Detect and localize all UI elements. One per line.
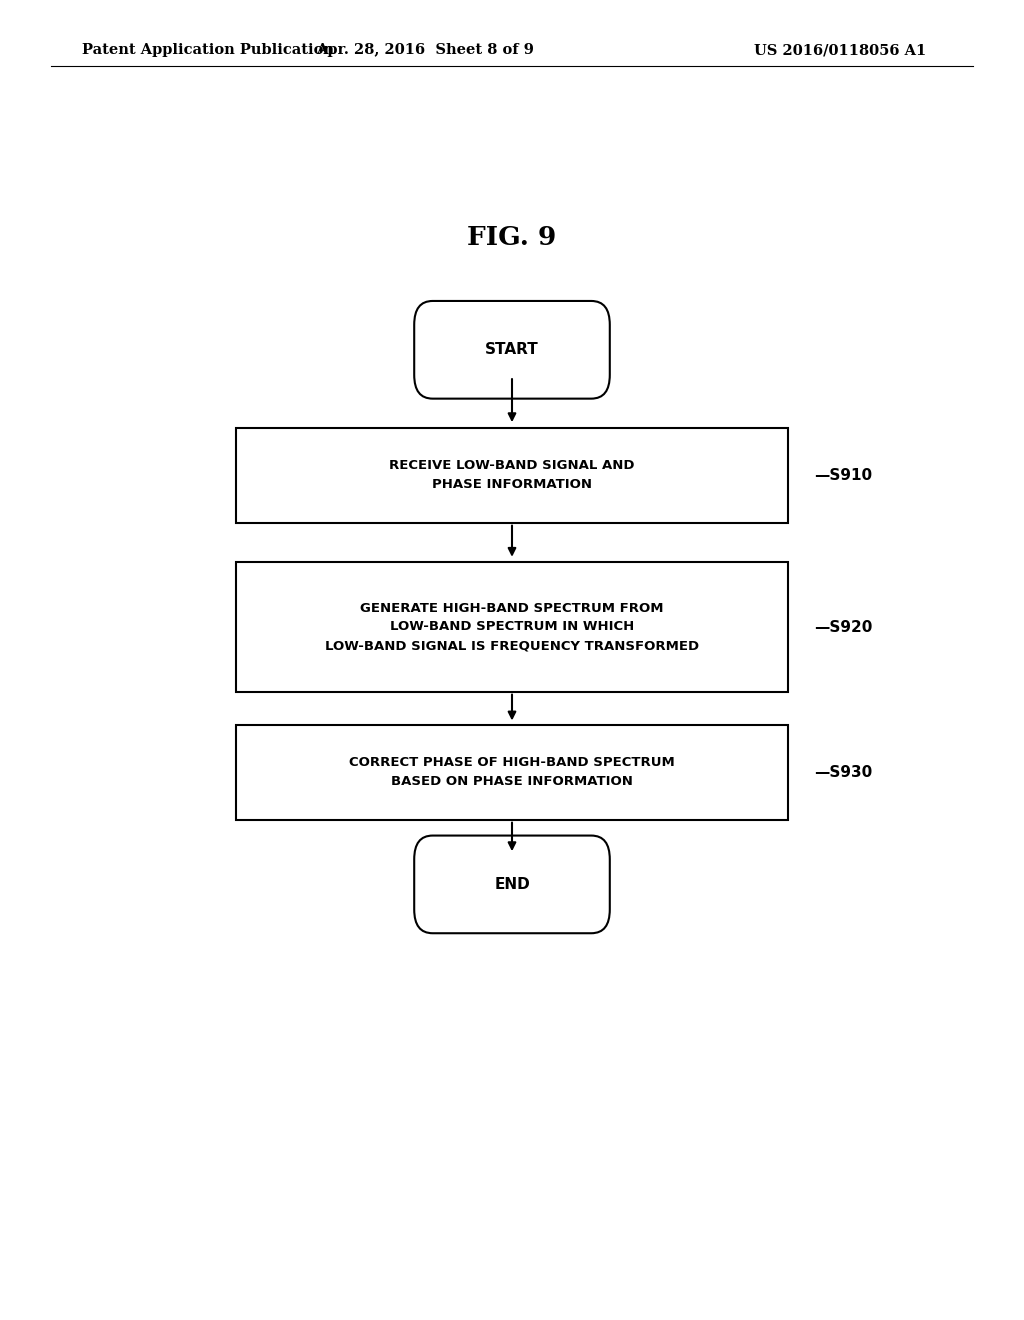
FancyBboxPatch shape <box>414 301 609 399</box>
Text: START: START <box>485 342 539 358</box>
FancyBboxPatch shape <box>236 428 788 523</box>
Text: END: END <box>495 876 529 892</box>
Text: —S930: —S930 <box>814 764 872 780</box>
Text: —S910: —S910 <box>814 467 872 483</box>
Text: —S920: —S920 <box>814 619 872 635</box>
Text: Apr. 28, 2016  Sheet 8 of 9: Apr. 28, 2016 Sheet 8 of 9 <box>316 44 534 57</box>
Text: CORRECT PHASE OF HIGH-BAND SPECTRUM
BASED ON PHASE INFORMATION: CORRECT PHASE OF HIGH-BAND SPECTRUM BASE… <box>349 756 675 788</box>
Text: US 2016/0118056 A1: US 2016/0118056 A1 <box>754 44 926 57</box>
FancyBboxPatch shape <box>236 725 788 820</box>
FancyBboxPatch shape <box>236 562 788 692</box>
Text: GENERATE HIGH-BAND SPECTRUM FROM
LOW-BAND SPECTRUM IN WHICH
LOW-BAND SIGNAL IS F: GENERATE HIGH-BAND SPECTRUM FROM LOW-BAN… <box>325 602 699 652</box>
Text: FIG. 9: FIG. 9 <box>467 226 557 249</box>
Text: Patent Application Publication: Patent Application Publication <box>82 44 334 57</box>
Text: RECEIVE LOW-BAND SIGNAL AND
PHASE INFORMATION: RECEIVE LOW-BAND SIGNAL AND PHASE INFORM… <box>389 459 635 491</box>
FancyBboxPatch shape <box>414 836 609 933</box>
